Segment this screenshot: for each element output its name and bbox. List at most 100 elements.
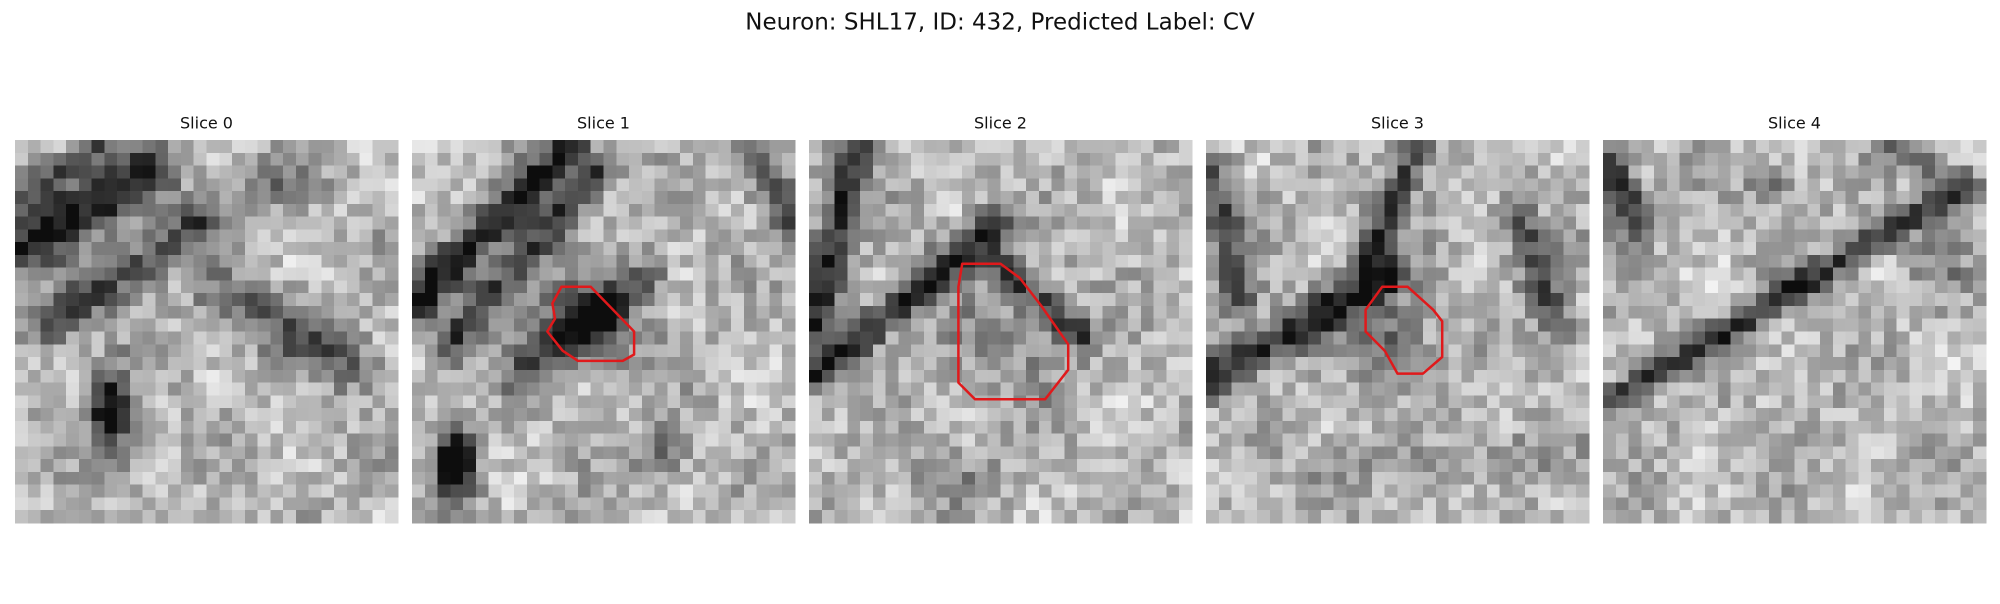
pixel (1730, 140, 1745, 154)
pixel (295, 191, 310, 205)
pixel (283, 140, 297, 154)
pixel (1231, 510, 1245, 524)
pixel (911, 152, 925, 167)
pixel (923, 510, 938, 524)
pixel (1397, 191, 1411, 205)
pixel (1218, 203, 1233, 218)
pixel (1026, 497, 1040, 511)
pixel (1896, 357, 1910, 371)
pixel (244, 395, 259, 409)
pixel (193, 203, 208, 218)
pixel (552, 152, 566, 167)
pixel (1000, 152, 1014, 167)
pixel (743, 191, 758, 205)
pixel (1320, 459, 1335, 473)
pixel (257, 331, 271, 345)
pixel (168, 510, 182, 524)
pixel (1295, 510, 1309, 524)
pixel (590, 152, 605, 167)
pixel (974, 140, 989, 154)
pixel (1641, 446, 1655, 460)
pixel (1257, 254, 1271, 269)
pixel (769, 242, 783, 256)
pixel (834, 242, 848, 256)
pixel (1537, 178, 1552, 192)
pixel (1922, 178, 1936, 192)
pixel (923, 191, 938, 205)
pixel (860, 433, 874, 447)
pixel (1756, 152, 1770, 167)
pixel (1909, 471, 1923, 486)
pixel (155, 178, 169, 192)
pixel (1448, 216, 1462, 230)
pixel (1525, 305, 1539, 320)
pixel (1486, 497, 1501, 511)
pixel (1883, 344, 1898, 358)
pixel (1244, 471, 1258, 486)
pixel (244, 229, 259, 243)
pixel (1282, 280, 1296, 294)
pixel (1832, 344, 1847, 358)
pixel (1641, 305, 1655, 320)
pixel (705, 280, 719, 294)
pixel (412, 267, 426, 282)
pixel (769, 446, 783, 460)
pixel (334, 459, 348, 473)
pixel (1206, 280, 1220, 294)
pixel (372, 471, 386, 486)
pixel (244, 267, 259, 282)
pixel (1973, 331, 1987, 345)
pixel (321, 191, 335, 205)
pixel (1845, 382, 1859, 396)
pixel (1537, 484, 1552, 499)
pixel (1512, 395, 1526, 409)
pixel (1960, 165, 1974, 179)
pixel (1064, 229, 1078, 243)
pixel (1461, 357, 1475, 371)
pixel (1346, 408, 1360, 422)
pixel (372, 420, 386, 435)
pixel (1781, 165, 1796, 179)
pixel (117, 357, 131, 371)
pixel (1013, 203, 1027, 218)
pixel (1692, 140, 1706, 154)
pixel (334, 420, 348, 435)
pixel (1705, 178, 1719, 192)
pixel (193, 178, 208, 192)
pixel (809, 305, 823, 320)
pixel (616, 293, 630, 307)
pixel (1845, 140, 1859, 154)
pixel (15, 459, 29, 473)
pixel (295, 395, 310, 409)
pixel (1026, 305, 1040, 320)
pixel (1308, 382, 1322, 396)
pixel (1960, 203, 1974, 218)
pixel (1692, 229, 1706, 243)
pixel (641, 357, 656, 371)
pixel (834, 305, 848, 320)
pixel (1896, 254, 1910, 269)
pixel (860, 497, 874, 511)
pixel (731, 408, 745, 422)
pixel (1499, 395, 1513, 409)
pixel (603, 318, 617, 333)
pixel (1153, 229, 1168, 243)
pixel (1973, 459, 1987, 473)
pixel (104, 484, 118, 499)
pixel (206, 433, 220, 447)
pixel (295, 331, 310, 345)
pixel (987, 280, 1002, 294)
pixel (1743, 382, 1757, 396)
pixel (15, 382, 29, 396)
pixel (1563, 229, 1577, 243)
pixel (898, 433, 912, 447)
pixel (1077, 331, 1091, 345)
pixel (616, 305, 630, 320)
pixel (1486, 178, 1501, 192)
pixel (1743, 369, 1757, 384)
pixel (180, 446, 195, 460)
pixel (1179, 216, 1193, 230)
pixel (1102, 242, 1116, 256)
pixel (372, 152, 386, 167)
pixel (359, 140, 374, 154)
